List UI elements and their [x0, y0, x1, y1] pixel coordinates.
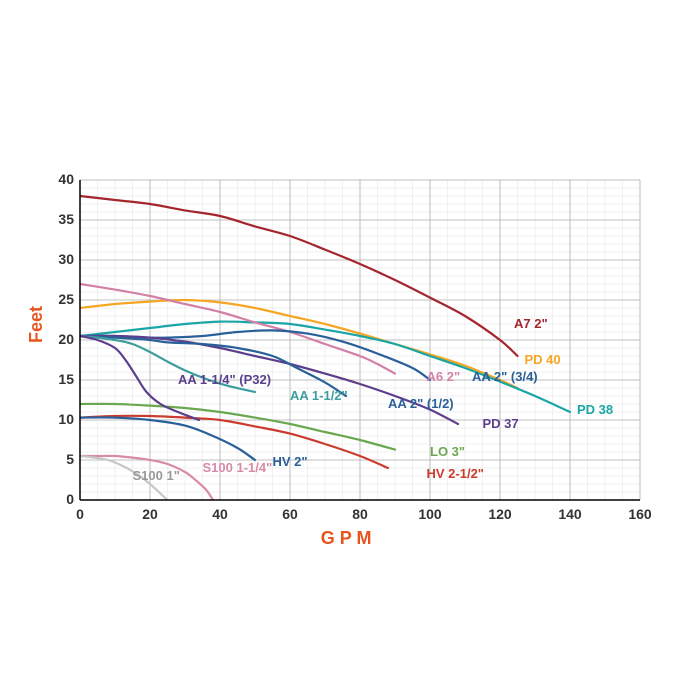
series-label: AA 2" (3/4): [472, 369, 538, 384]
x-tick-label: 100: [418, 506, 442, 522]
series-label: LO 3": [430, 444, 465, 459]
y-tick-label: 5: [66, 451, 74, 467]
y-tick-label: 35: [58, 211, 74, 227]
y-tick-label: 25: [58, 291, 74, 307]
y-axis-label: Feet: [26, 306, 47, 343]
x-tick-label: 160: [628, 506, 652, 522]
pump-curve-chart: [0, 0, 700, 700]
y-tick-label: 0: [66, 491, 74, 507]
y-tick-label: 10: [58, 411, 74, 427]
y-tick-label: 20: [58, 331, 74, 347]
series-label: AA 1-1/4" (P32): [178, 372, 271, 387]
x-axis-label: G P M: [321, 528, 372, 549]
series-label: AA 2" (1/2): [388, 396, 454, 411]
series-label: PD 40: [525, 352, 561, 367]
series-label: PD 38: [577, 402, 613, 417]
series-label: A7 2": [514, 316, 548, 331]
series-label: HV 2-1/2": [427, 466, 484, 481]
x-tick-label: 0: [68, 506, 92, 522]
x-tick-label: 120: [488, 506, 512, 522]
series-label: PD 37: [483, 416, 519, 431]
x-tick-label: 80: [348, 506, 372, 522]
x-tick-label: 20: [138, 506, 162, 522]
x-tick-label: 140: [558, 506, 582, 522]
x-tick-label: 40: [208, 506, 232, 522]
series-label: S100 1-1/4": [203, 460, 273, 475]
y-tick-label: 40: [58, 171, 74, 187]
series-label: AA 1-1/2": [290, 388, 348, 403]
series-label: S100 1": [133, 468, 180, 483]
x-tick-label: 60: [278, 506, 302, 522]
y-tick-label: 30: [58, 251, 74, 267]
series-label: HV 2": [273, 454, 308, 469]
y-tick-label: 15: [58, 371, 74, 387]
series-label: A6 2": [427, 369, 461, 384]
